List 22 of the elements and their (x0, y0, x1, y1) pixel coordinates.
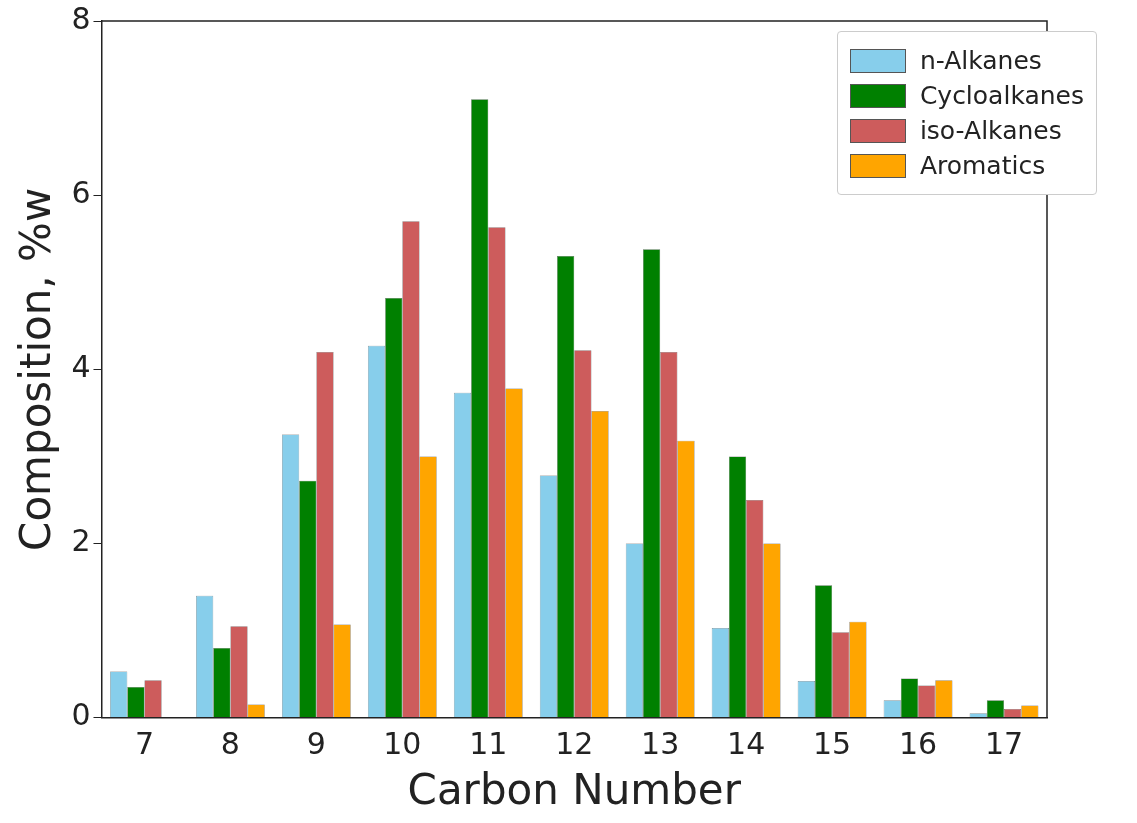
legend-label: Aromatics (919, 151, 1046, 180)
x-tick-label: 11 (469, 726, 508, 762)
y-axis-title: Composition, %w (11, 187, 61, 551)
y-tick-label: 8 (71, 0, 91, 36)
x-axis-title: Carbon Number (407, 764, 742, 814)
x-tick-label: 10 (383, 726, 422, 762)
x-tick-label: 8 (220, 726, 240, 762)
x-tick-label: 15 (813, 726, 852, 762)
y-tick-label: 0 (71, 697, 91, 733)
x-tick-label: 12 (555, 726, 594, 762)
y-tick-label: 6 (71, 174, 91, 210)
y-tick-label: 2 (71, 523, 91, 559)
x-tick-label: 13 (641, 726, 680, 762)
legend-label: iso-Alkanes (919, 116, 1062, 145)
x-tick-label: 7 (134, 726, 155, 762)
x-tick-label: 16 (898, 726, 938, 762)
x-tick-label: 14 (727, 726, 766, 762)
legend-label: n-Alkanes (919, 46, 1042, 75)
x-tick-label: 17 (984, 726, 1024, 762)
y-tick-label: 4 (71, 349, 91, 385)
x-tick-label: 9 (306, 726, 326, 762)
legend-label: Cycloalkanes (919, 81, 1084, 110)
